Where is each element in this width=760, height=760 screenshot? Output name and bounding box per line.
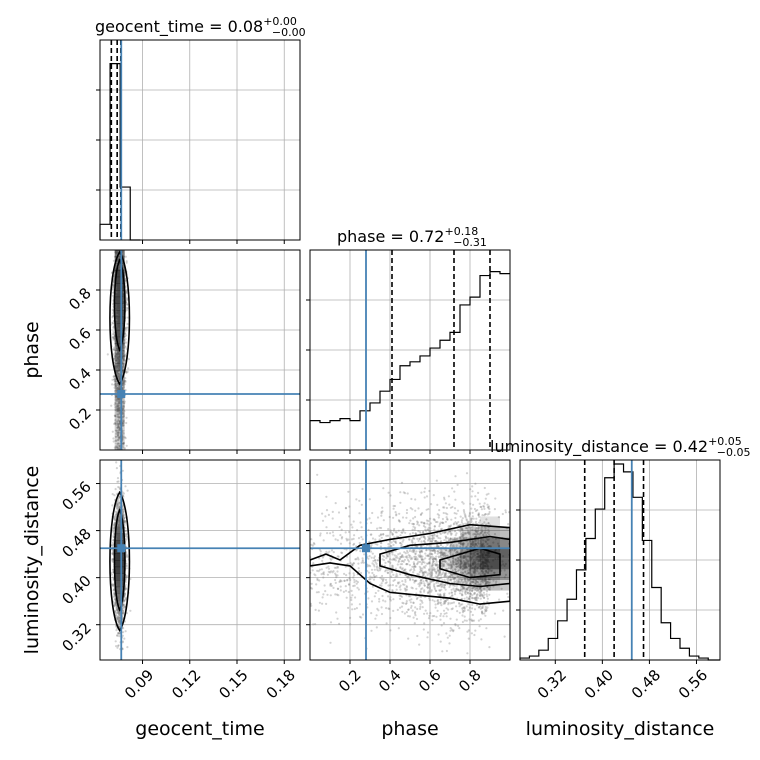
contour-inner (379, 535, 510, 588)
truth-marker (362, 544, 370, 553)
hist-panel-phase (306, 249, 511, 454)
xtick-label-luminosity_distance: 0.48 (628, 666, 664, 702)
ytick-label-luminosity_distance: 0.32 (58, 619, 94, 655)
xtick-label-geocent_time: 0.09 (121, 666, 157, 702)
hist-panel-luminosity_distance (516, 459, 721, 664)
xtick-label-luminosity_distance: 0.40 (581, 666, 617, 702)
xtick-label-phase: 0.2 (335, 666, 365, 696)
xlabel-luminosity-distance: luminosity_distance (526, 718, 715, 740)
scatter-panel-geocent_time-phase (96, 249, 301, 454)
ytick-label-phase: 0.2 (65, 404, 95, 434)
ylabel-luminosity-distance: luminosity_distance (21, 466, 43, 655)
ylabel-phase: phase (21, 321, 43, 378)
ytick-label-phase: 0.8 (65, 284, 95, 314)
xtick-label-geocent_time: 0.12 (168, 666, 204, 702)
hist-panel-geocent_time (96, 39, 301, 244)
scatter-panel-phase-luminosity_distance (306, 459, 511, 664)
title-geocent-time: geocent_time = 0.08+0.00 −0.00 (95, 15, 306, 39)
hist-steps-phase (309, 271, 510, 450)
ytick-label-phase: 0.6 (65, 324, 95, 354)
hist-steps-luminosity_distance (519, 463, 720, 661)
xtick-label-luminosity_distance: 0.32 (534, 666, 570, 702)
contour-outer (109, 250, 131, 386)
ytick-label-phase: 0.4 (65, 364, 95, 394)
xlabel-phase: phase (381, 718, 438, 740)
contour-inner (113, 508, 126, 612)
xlabel-geocent-time: geocent_time (135, 718, 264, 740)
ytick-label-luminosity_distance: 0.40 (58, 572, 94, 608)
xtick-label-geocent_time: 0.18 (263, 666, 299, 702)
ytick-label-luminosity_distance: 0.56 (58, 478, 94, 514)
truth-marker (117, 544, 126, 553)
xtick-label-luminosity_distance: 0.56 (675, 666, 711, 702)
ytick-label-luminosity_distance: 0.48 (58, 525, 94, 561)
hist-steps-geocent_time (99, 63, 141, 241)
xtick-label-phase: 0.4 (375, 666, 405, 696)
xtick-label-geocent_time: 0.15 (215, 666, 251, 702)
contour-outer (109, 490, 131, 633)
title-phase: phase = 0.72+0.18 −0.31 (337, 225, 487, 249)
truth-marker (117, 390, 126, 398)
xtick-label-phase: 0.8 (455, 666, 485, 696)
title-luminosity-distance: luminosity_distance = 0.42+0.05 −0.05 (490, 435, 751, 459)
contour-inner (113, 258, 126, 352)
xtick-label-phase: 0.6 (415, 666, 445, 696)
scatter-panel-geocent_time-luminosity_distance (96, 459, 301, 664)
